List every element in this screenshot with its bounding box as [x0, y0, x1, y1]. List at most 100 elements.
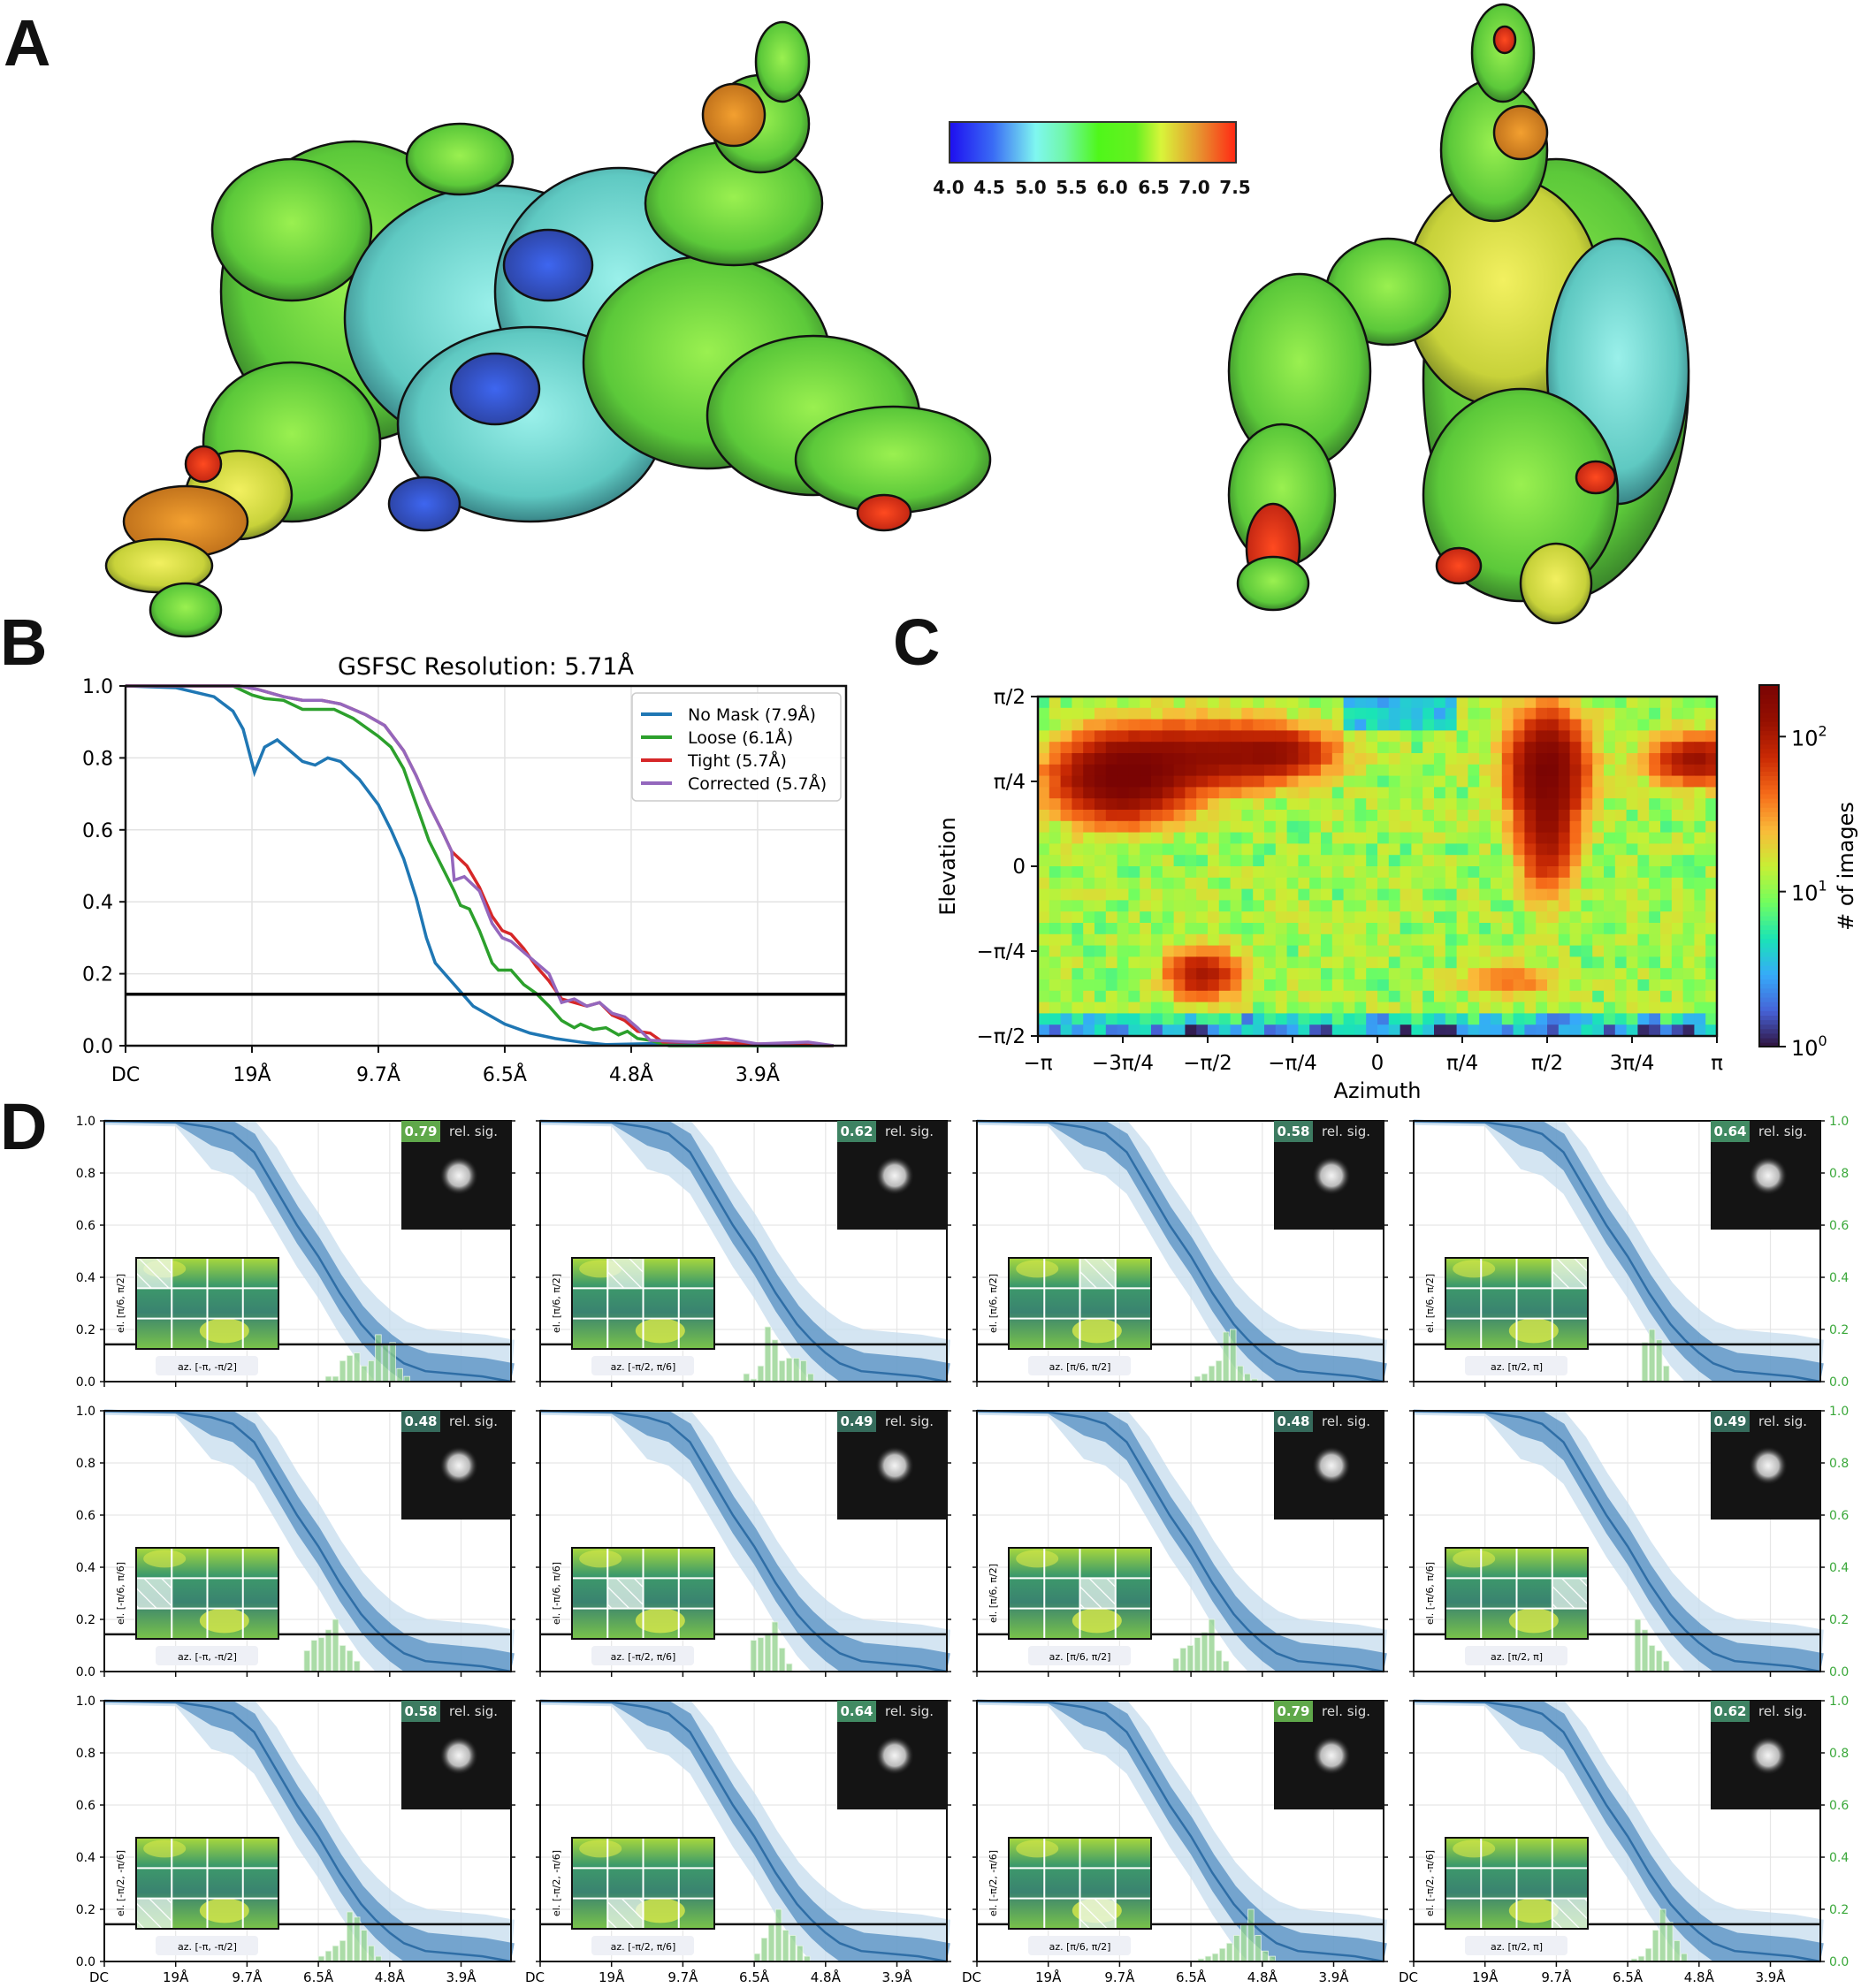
heatmap-cell: [1173, 820, 1186, 834]
heatmap-cell: [1208, 933, 1220, 947]
heatmap-cell: [1298, 855, 1310, 867]
heatmap-cell: [1309, 877, 1322, 890]
heatmap-cell: [1060, 923, 1072, 935]
directional-fsc-panel: az. [-π, -π/2]el. [π/6, π/2]0.79 rel. sig…: [76, 1115, 515, 1390]
heatmap-cell: [1218, 933, 1232, 947]
heatmap-cell: [1128, 933, 1140, 947]
heatmap-cell: [1298, 742, 1310, 754]
rel-sig-label: rel. sig.: [1758, 1413, 1807, 1429]
heatmap-cell: [1366, 730, 1378, 743]
colorbar-tick-exponent: 2: [1819, 722, 1827, 739]
histogram-bar: [368, 1360, 375, 1382]
heatmap-cell: [1604, 719, 1616, 731]
heatmap-cell: [1705, 877, 1718, 890]
heatmap-cell: [1445, 719, 1458, 731]
x-tick-label: 6.5Å: [1176, 1969, 1207, 1985]
heatmap-cell: [1604, 855, 1616, 867]
heatmap-cell: [1208, 1024, 1220, 1037]
selected-region-hatch: [1079, 1578, 1116, 1609]
heatmap-cell: [1275, 933, 1288, 947]
heatmap-cell: [1354, 911, 1367, 924]
heatmap-cell: [1140, 877, 1152, 890]
az-label-bg: [1028, 1356, 1131, 1375]
heatmap-cell: [1173, 787, 1186, 799]
heatmap-cell: [1083, 753, 1095, 765]
heatmap-cell: [1117, 1013, 1129, 1025]
heatmap-cell: [1558, 990, 1571, 1003]
heatmap-cell: [1547, 843, 1560, 856]
heatmap-cell: [1671, 911, 1684, 924]
colorbar-segment: [1759, 906, 1779, 912]
heatmap-cell: [1298, 764, 1310, 777]
heatmap-cell: [1173, 911, 1186, 924]
heatmap-cell: [1660, 707, 1673, 720]
heatmap-cell: [1275, 697, 1288, 709]
heatmap-cell: [1501, 956, 1514, 969]
heatmap-cell: [1128, 843, 1140, 856]
heatmap-cell: [1264, 810, 1277, 822]
heatmap-cell: [1592, 923, 1605, 935]
heatmap-cell: [1411, 707, 1423, 720]
heatmap-cell: [1592, 697, 1605, 709]
heatmap-cell: [1298, 866, 1310, 879]
colorbar-segment: [1759, 1006, 1779, 1011]
heatmap-cell: [1536, 956, 1548, 969]
heatmap-cell: [1196, 742, 1209, 754]
heatmap-cell: [1524, 820, 1537, 834]
heatmap-cell: [1128, 855, 1140, 867]
heatmap-cell: [1569, 933, 1582, 947]
heatmap-cell: [1660, 798, 1673, 811]
heatmap-cell: [1456, 1024, 1468, 1037]
heatmap-cell: [1682, 1013, 1695, 1025]
heatmap-cell: [1377, 1013, 1390, 1025]
heatmap-cell: [1400, 866, 1412, 879]
heatmap-cell: [1072, 990, 1084, 1003]
heatmap-cell: [1547, 990, 1560, 1003]
heatmap-cell: [1614, 979, 1628, 992]
heatmap-cell: [1094, 990, 1107, 1003]
heatmap-cell: [1117, 820, 1129, 834]
heatmap-cell: [1649, 843, 1661, 856]
right-tick-label: 1.0: [1829, 1115, 1849, 1129]
y-axis-label: Elevation: [935, 817, 960, 915]
x-tick-label: 4.8Å: [375, 1969, 406, 1985]
heatmap-cell: [1491, 990, 1503, 1003]
heatmap-cell: [1388, 877, 1401, 890]
heatmap-cell: [1479, 775, 1491, 788]
heatmap-cell: [1682, 888, 1695, 901]
heatmap-cell: [1637, 832, 1650, 844]
heatmap-cell: [1230, 866, 1242, 879]
heatmap-cell: [1218, 979, 1232, 992]
heatmap-cell: [1569, 775, 1582, 788]
heatmap-cell: [1694, 798, 1706, 811]
heatmap-cell: [1411, 764, 1423, 777]
plot-frame: [976, 1700, 1384, 1962]
heatmap-cell: [1434, 979, 1446, 992]
heatmap-cell: [1501, 877, 1514, 890]
heatmap-cell: [1083, 820, 1095, 834]
heatmap-cell: [1196, 979, 1209, 992]
panel-a-maps: [104, 3, 1690, 638]
heatmap-cell: [1309, 1002, 1322, 1014]
colorbar-segment: [1759, 965, 1779, 971]
heatmap-cell: [1682, 764, 1695, 777]
heatmap-cell: [1524, 798, 1537, 811]
heatmap-cell: [1558, 933, 1571, 947]
heatmap-cell: [1343, 787, 1355, 799]
x-tick-label: 6.5Å: [739, 1969, 770, 1985]
heatmap-cell: [1298, 775, 1310, 788]
histogram-bar: [1223, 1660, 1230, 1672]
heatmap-cell: [1569, 787, 1582, 799]
heatmap-cell: [1072, 753, 1084, 765]
heatmap-cell: [1049, 945, 1062, 957]
elevation-range-label: el. [π/6, π/2]: [988, 1564, 999, 1623]
colorbar-segment: [1759, 784, 1779, 790]
rel-sig-value: 0.64: [840, 1703, 873, 1719]
heatmap-cell: [1151, 697, 1163, 709]
heatmap-cell: [1253, 990, 1265, 1003]
heatmap-cell: [1083, 877, 1095, 890]
heatmap-cell: [1614, 1002, 1628, 1014]
particle-projection: [1312, 1736, 1351, 1775]
heatmap-cell: [1649, 877, 1661, 890]
heatmap-cell: [1456, 707, 1468, 720]
